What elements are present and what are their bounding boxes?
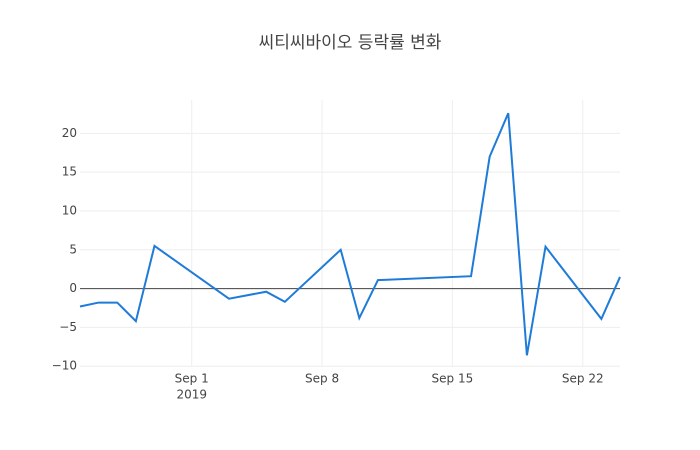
x-year-label: 2019 bbox=[176, 388, 207, 402]
y-tick-label: −5 bbox=[59, 320, 77, 334]
y-tick-label: 15 bbox=[62, 165, 77, 179]
line-series bbox=[79, 112, 621, 356]
x-tick-label: Sep 1 bbox=[175, 372, 209, 386]
y-tick-label: 10 bbox=[62, 203, 77, 217]
x-tick-label: Sep 22 bbox=[562, 372, 604, 386]
y-tick-label: 0 bbox=[69, 281, 77, 295]
chart-title: 씨티씨바이오 등락률 변화 bbox=[259, 33, 442, 53]
y-tick-label: −10 bbox=[52, 359, 77, 373]
y-tick-label: 5 bbox=[69, 242, 77, 256]
y-tick-label: 20 bbox=[62, 126, 77, 140]
x-tick-label: Sep 15 bbox=[432, 372, 474, 386]
x-tick-label: Sep 8 bbox=[305, 372, 339, 386]
